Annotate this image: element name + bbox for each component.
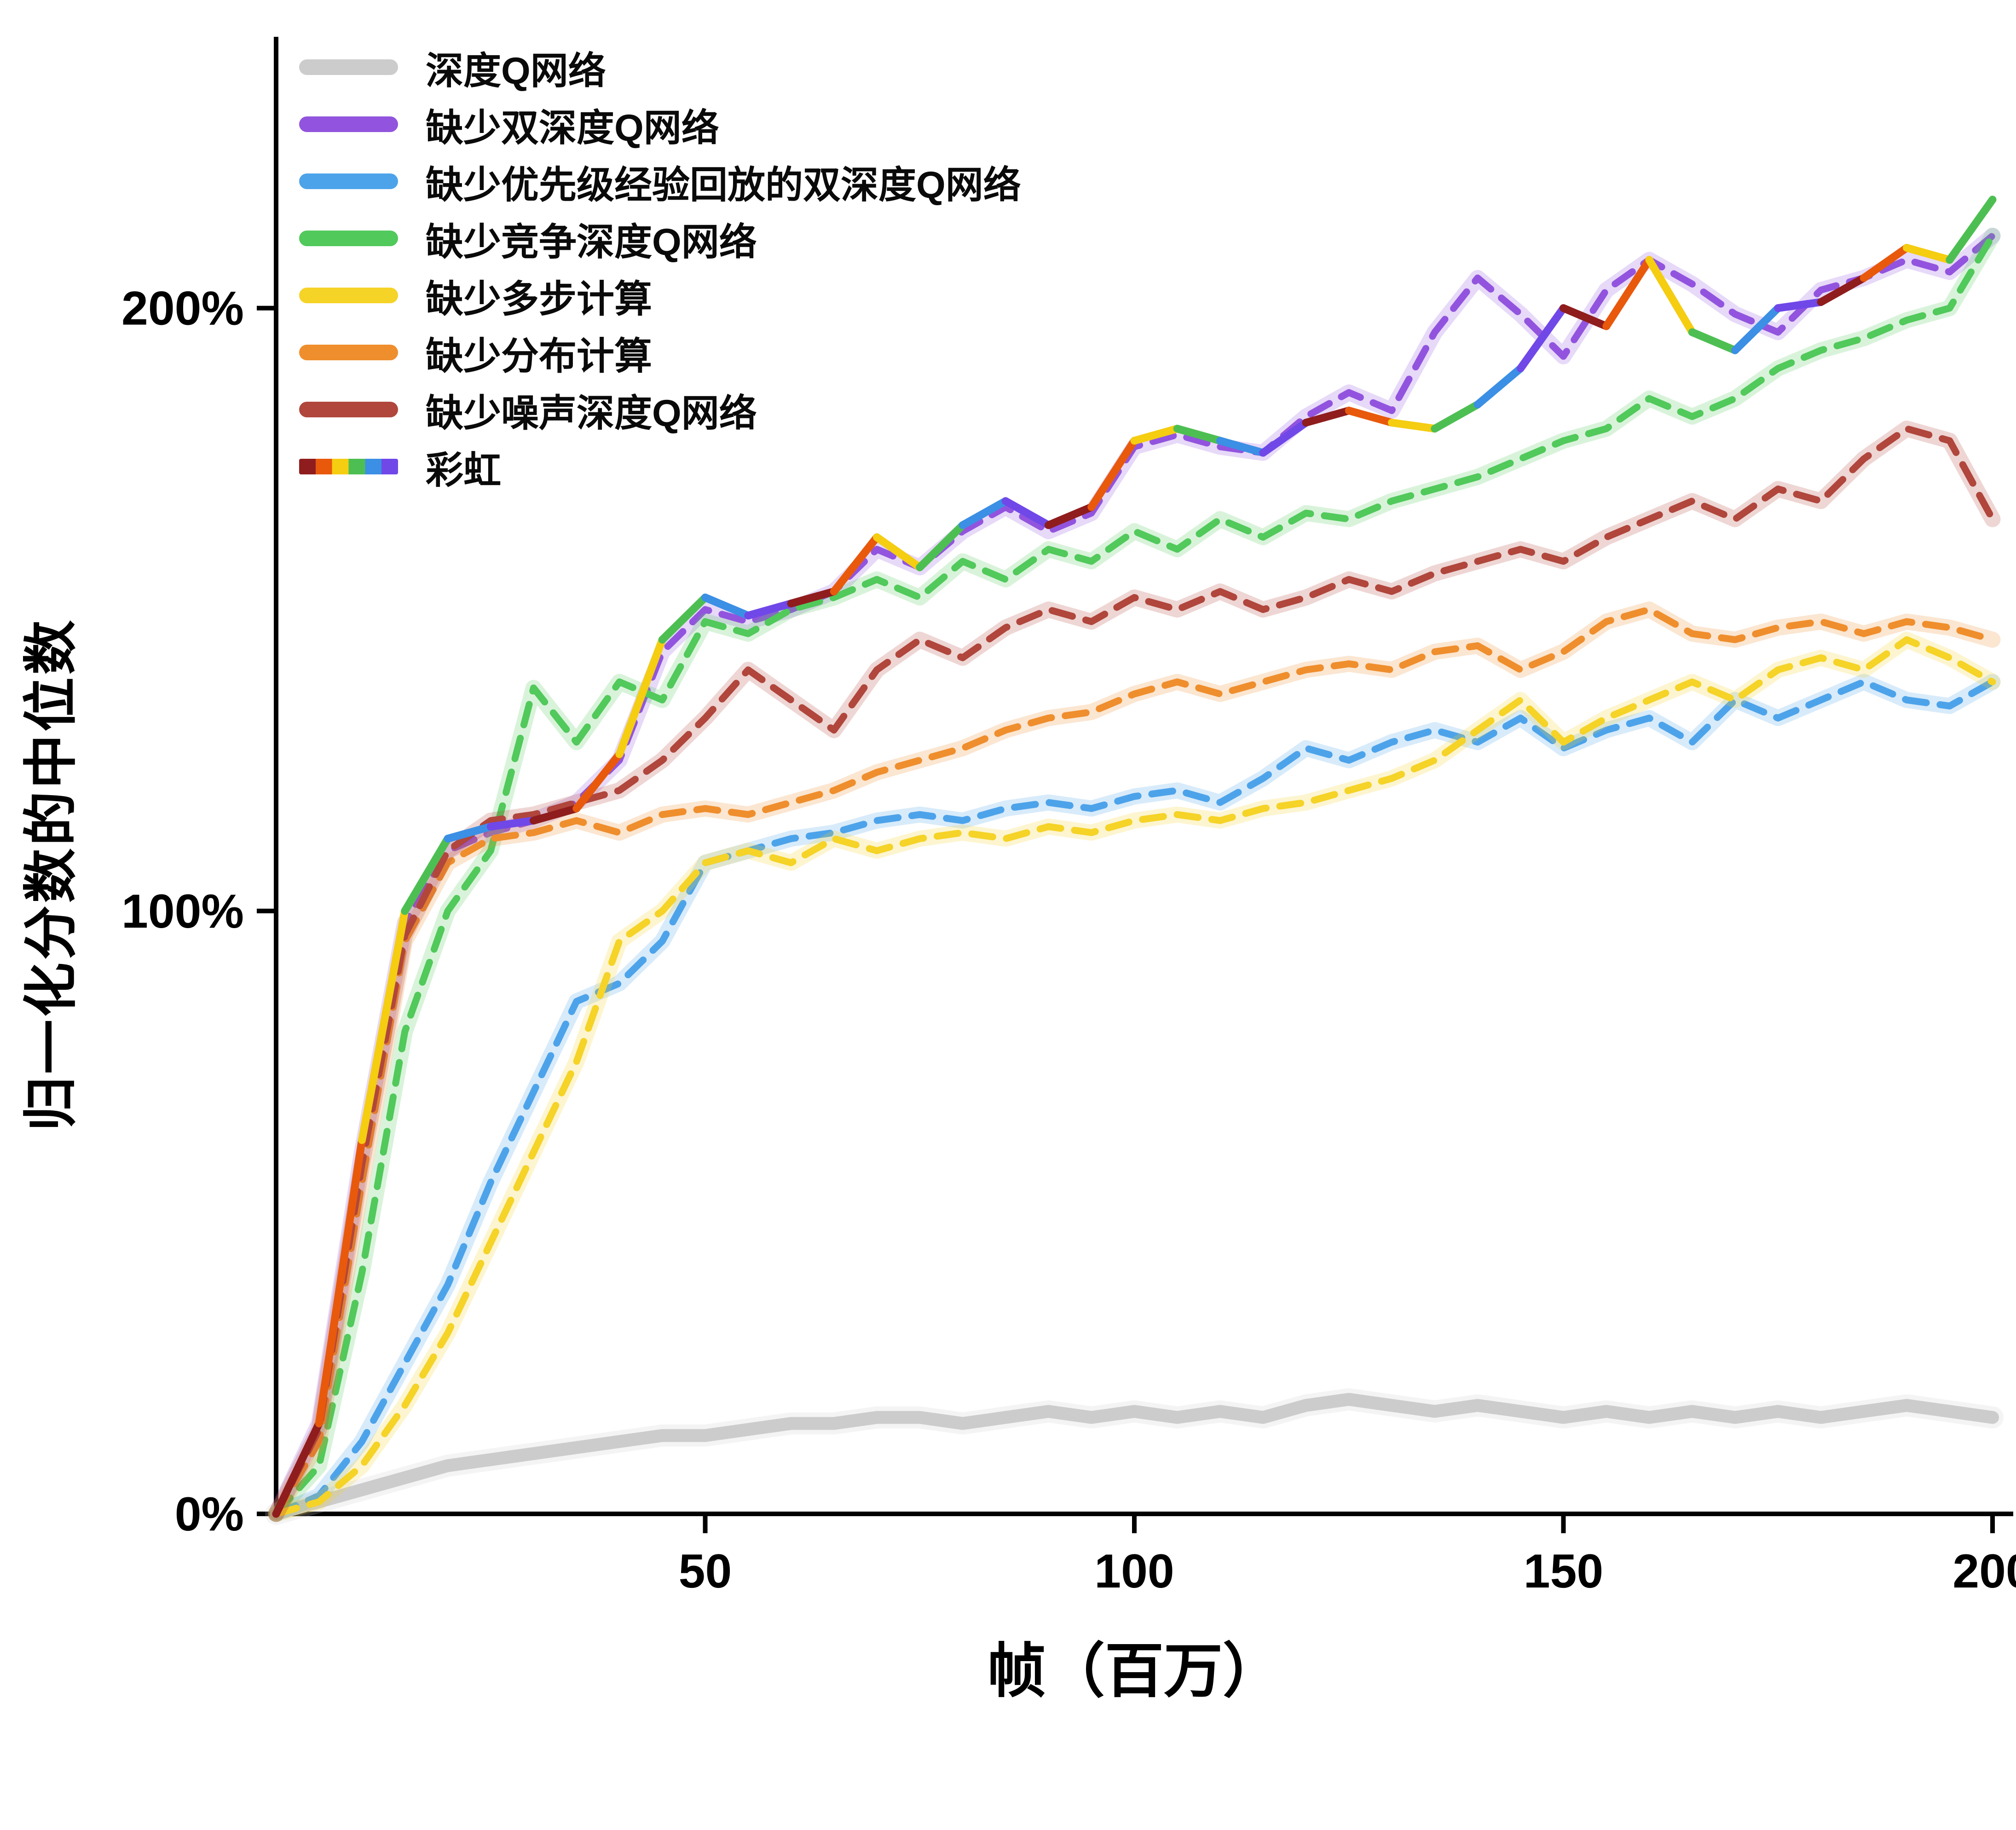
series-halo bbox=[268, 421, 2001, 1522]
legend-item-rainbow: 彩虹 bbox=[299, 445, 1021, 491]
legend-label-dqn: 深度Q网络 bbox=[426, 50, 606, 92]
legend-label-no-dueling: 缺少竞争深度Q网络 bbox=[426, 221, 757, 263]
legend-swatch-no-distributional bbox=[299, 345, 398, 360]
legend-label-no-priority-replay: 缺少优先级经验回放的双深度Q网络 bbox=[426, 164, 1021, 206]
series-line bbox=[272, 636, 1996, 1518]
series-line bbox=[270, 1393, 1999, 1520]
legend-item-no-distributional: 缺少分布计算 bbox=[299, 331, 1021, 377]
legend-label-rainbow: 彩虹 bbox=[426, 449, 502, 491]
x-tick-label: 50 bbox=[679, 1545, 732, 1598]
legend-label-no-double-dqn: 缺少双深度Q网络 bbox=[426, 107, 719, 149]
legend-item-no-dueling: 缺少竞争深度Q网络 bbox=[299, 217, 1021, 263]
x-axis-title: 帧（百万） bbox=[987, 1638, 1282, 1704]
x-tick-label: 100 bbox=[1094, 1545, 1174, 1598]
legend-swatch-no-noisy bbox=[299, 402, 398, 417]
legend-label-no-noisy: 缺少噪声深度Q网络 bbox=[426, 392, 757, 434]
legend-swatch-no-dueling bbox=[299, 231, 398, 246]
legend-item-no-multistep: 缺少多步计算 bbox=[299, 274, 1021, 320]
y-tick-label: 200% bbox=[121, 282, 244, 335]
x-tick-label: 150 bbox=[1524, 1545, 1604, 1598]
legend-item-no-double-dqn: 缺少双深度Q网络 bbox=[299, 103, 1021, 149]
series-line bbox=[272, 425, 1996, 1518]
series-line bbox=[272, 232, 1996, 1518]
y-tick-label: 0% bbox=[175, 1488, 244, 1541]
legend-swatch-no-multistep bbox=[299, 288, 398, 303]
x-tick-label: 200 bbox=[1952, 1545, 2016, 1598]
chart-legend: 深度Q网络 缺少双深度Q网络 缺少优先级经验回放的双深度Q网络 缺少竞争深度Q网… bbox=[299, 46, 1021, 491]
legend-label-no-distributional: 缺少分布计算 bbox=[426, 335, 653, 377]
legend-item-dqn: 深度Q网络 bbox=[299, 46, 1021, 92]
y-axis-title: 归一化分数的中位数 bbox=[21, 617, 82, 1131]
legend-swatch-no-double-dqn bbox=[299, 116, 398, 132]
legend-label-no-multistep: 缺少多步计算 bbox=[426, 278, 653, 320]
legend-swatch-no-priority-replay bbox=[299, 173, 398, 189]
series-rainbow bbox=[272, 196, 1997, 1518]
series-halo bbox=[268, 601, 2001, 1522]
legend-swatch-rainbow bbox=[299, 459, 398, 474]
y-tick-label: 100% bbox=[121, 885, 244, 938]
series-line bbox=[272, 678, 1996, 1518]
legend-item-no-priority-replay: 缺少优先级经验回放的双深度Q网络 bbox=[299, 160, 1021, 206]
series-line bbox=[272, 606, 1996, 1518]
legend-item-no-noisy: 缺少噪声深度Q网络 bbox=[299, 388, 1021, 434]
legend-swatch-dqn bbox=[299, 59, 398, 75]
